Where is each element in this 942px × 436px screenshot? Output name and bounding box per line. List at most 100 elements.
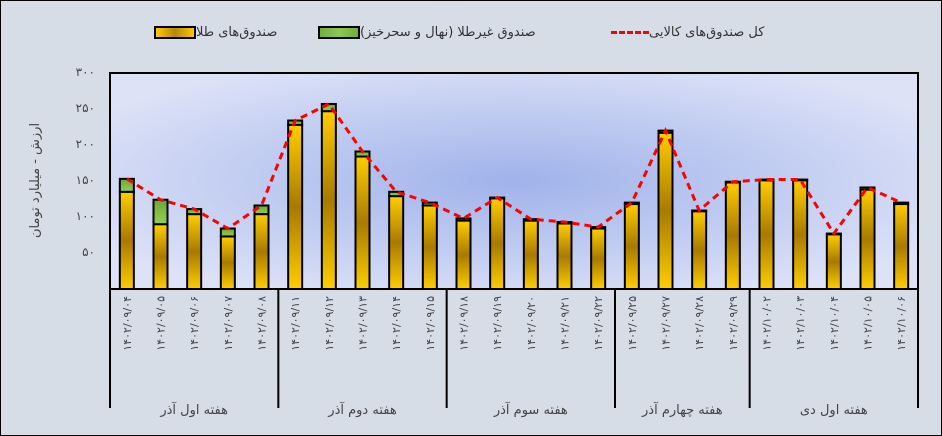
- bar-gold: [354, 155, 371, 290]
- x-tick-label: ۱۴۰۲/۰۹/۲۷: [660, 296, 673, 351]
- legend-label-gold: صندوق‌های طلا: [196, 24, 278, 40]
- bar-stack: [825, 232, 842, 290]
- bar-stack: [354, 150, 371, 290]
- bar-nongold: [320, 102, 337, 113]
- x-group-label: هفته چهارم آذر: [641, 401, 723, 418]
- x-tick-label: ۱۴۰۲/۰۹/۲۲: [592, 296, 605, 351]
- bar-stack: [657, 129, 674, 290]
- x-tick-label: ۱۴۰۲/۰۹/۱۳: [357, 296, 370, 351]
- legend-swatch-green: [318, 25, 360, 39]
- bar-stack: [253, 204, 270, 290]
- bar-gold: [623, 203, 640, 290]
- bar-gold: [556, 222, 573, 290]
- total-line-group: [126, 102, 902, 237]
- x-tick-label: ۱۴۰۲/۱۰/۰۴: [828, 296, 841, 351]
- bar-stack: [556, 221, 573, 290]
- x-tick-label: ۱۴۰۲/۰۹/۰۶: [188, 296, 201, 351]
- bar-stack: [758, 178, 775, 290]
- bar-nongold: [455, 217, 472, 222]
- x-tick-label: ۱۴۰۲/۱۰/۰۳: [794, 296, 807, 351]
- bar-gold: [825, 233, 842, 290]
- bar-stack: [522, 218, 539, 291]
- x-tick-label: ۱۴۰۲/۰۹/۲۵: [626, 296, 639, 351]
- x-axis: ۱۴۰۲/۰۹/۰۴ ۱۴۰۲/۰۹/۰۵ ۱۴۰۲/۰۹/۰۶ ۱۴۰۲/۰۹/۰۷…: [109, 289, 919, 418]
- x-tick-label: ۱۴۰۲/۰۹/۰۴: [121, 296, 134, 351]
- y-tick-label: ۲۵۰: [75, 101, 95, 115]
- bar-nongold: [152, 198, 169, 226]
- legend-item-gold: صندوق‌های طلا: [148, 22, 277, 42]
- bar-gold: [691, 210, 708, 291]
- x-group-label: هفته سوم آذر: [493, 401, 568, 418]
- y-tick-label: ۳۰۰: [75, 65, 95, 79]
- bar-stack: [590, 226, 607, 291]
- bar-nongold: [893, 201, 910, 206]
- legend-label-nongold: صندوق غیرطلا (نهال و سحرخیز): [360, 24, 536, 40]
- bar-stack: [388, 190, 405, 290]
- bar-stack: [724, 180, 741, 290]
- x-tick-label: ۱۴۰۲/۰۹/۰۵: [155, 296, 168, 351]
- x-tick-label: ۱۴۰۲/۰۹/۱۵: [424, 296, 437, 351]
- bar-stack: [219, 227, 236, 291]
- x-tick-label: ۱۴۰۲/۰۹/۲۹: [727, 296, 740, 351]
- bar-nongold: [859, 186, 876, 191]
- x-tick-label: ۱۴۰۲/۰۹/۰۷: [222, 296, 235, 351]
- legend-item-nongold: صندوق غیرطلا (نهال و سحرخیز): [312, 22, 536, 42]
- bar-stack: [421, 201, 438, 290]
- bar-stack: [287, 119, 304, 290]
- x-tick-label: ۱۴۰۲/۱۰/۰۶: [895, 296, 908, 351]
- bar-gold: [118, 190, 135, 290]
- bar-stack: [455, 217, 472, 291]
- bar-nongold: [421, 201, 438, 207]
- x-tick-label: ۱۴۰۲/۰۹/۰۸: [256, 296, 269, 351]
- bar-gold: [421, 204, 438, 290]
- legend-swatch-gold: [154, 25, 196, 39]
- bar-stack: [152, 198, 169, 290]
- bar-stack: [792, 178, 809, 290]
- x-group-label: هفته اول آذر: [159, 401, 228, 418]
- y-tick-label: ۲۰۰: [75, 137, 95, 151]
- bar-stack: [186, 208, 203, 290]
- bar-stack: [320, 102, 337, 290]
- x-tick-label: ۱۴۰۲/۰۹/۲۰: [525, 296, 538, 351]
- y-tick-label: ۱۰۰: [75, 209, 95, 223]
- bar-gold: [320, 110, 337, 290]
- chart-legend: صندوق‌های طلا صندوق غیرطلا (نهال و سحرخی…: [0, 22, 942, 42]
- bar-stack: [691, 209, 708, 291]
- x-tick-label: ۱۴۰۲/۰۹/۱۹: [491, 296, 504, 351]
- legend-item-total: کل صندوق‌های کالایی: [605, 22, 764, 42]
- x-tick-label: ۱۴۰۲/۱۰/۰۵: [862, 296, 875, 351]
- legend-swatch-dashed-line: [611, 30, 649, 34]
- bar-gold: [859, 188, 876, 290]
- bar-gold: [792, 179, 809, 290]
- bar-gold: [590, 227, 607, 291]
- bar-stack: [859, 186, 876, 290]
- x-tick-label: ۱۴۰۲/۰۹/۱۴: [390, 296, 403, 351]
- bar-stack: [623, 201, 640, 290]
- bar-stack: [489, 196, 506, 290]
- x-tick-label: ۱۴۰۲/۰۹/۱۱: [289, 296, 302, 351]
- bar-stack: [893, 201, 910, 290]
- bar-gold: [657, 131, 674, 290]
- bar-gold: [724, 181, 741, 290]
- bar-gold: [152, 223, 169, 290]
- bar-stack: [118, 177, 135, 290]
- bar-gold: [522, 219, 539, 291]
- bar-gold: [388, 195, 405, 290]
- bar-gold: [253, 213, 270, 290]
- x-tick-label: ۱۴۰۲/۰۹/۱۲: [323, 296, 336, 351]
- total-line: [126, 102, 902, 237]
- x-tick-label: ۱۴۰۲/۰۹/۲۸: [693, 296, 706, 351]
- y-tick-label: ۵۰: [82, 245, 95, 259]
- y-tick-label: ۱۵۰: [75, 173, 95, 187]
- x-tick-label: ۱۴۰۲/۱۰/۰۲: [761, 296, 774, 351]
- bar-gold: [219, 235, 236, 291]
- bar-gold: [893, 203, 910, 290]
- bar-gold: [758, 179, 775, 290]
- x-group-label: هفته دوم آذر: [327, 401, 397, 418]
- bar-gold: [489, 197, 506, 290]
- x-group-label: هفته اول دی: [800, 403, 868, 418]
- x-tick-label: ۱۴۰۲/۰۹/۱۸: [458, 296, 471, 351]
- x-tick-label: ۱۴۰۲/۰۹/۲۱: [559, 296, 572, 351]
- legend-label-total: کل صندوق‌های کالایی: [649, 24, 765, 40]
